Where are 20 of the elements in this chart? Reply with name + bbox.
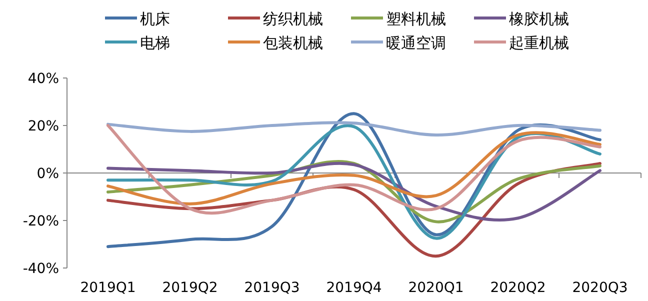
y-tick-label: -40%: [22, 261, 59, 277]
x-tick-label: 2020Q3: [572, 280, 628, 296]
legend-label: 起重机械: [509, 34, 569, 52]
y-tick-label: 0%: [36, 166, 59, 182]
legend-label: 塑料机械: [386, 10, 446, 28]
x-tick-label: 2019Q3: [244, 280, 300, 296]
y-tick-label: 40%: [28, 71, 59, 87]
y-tick-label: 20%: [28, 118, 59, 134]
legend-label: 橡胶机械: [509, 10, 569, 28]
legend-label: 包装机械: [263, 34, 323, 52]
x-tick-label: 2019Q2: [162, 280, 218, 296]
x-tick-label: 2020Q1: [408, 280, 464, 296]
x-tick-label: 2020Q2: [490, 280, 546, 296]
x-tick-label: 2019Q4: [326, 280, 382, 296]
legend-label: 电梯: [140, 34, 170, 52]
legend-label: 机床: [140, 10, 170, 28]
x-tick-label: 2019Q1: [80, 280, 136, 296]
legend-label: 纺织机械: [263, 10, 323, 28]
legend-label: 暖通空调: [386, 34, 446, 52]
y-tick-label: -20%: [22, 214, 59, 230]
